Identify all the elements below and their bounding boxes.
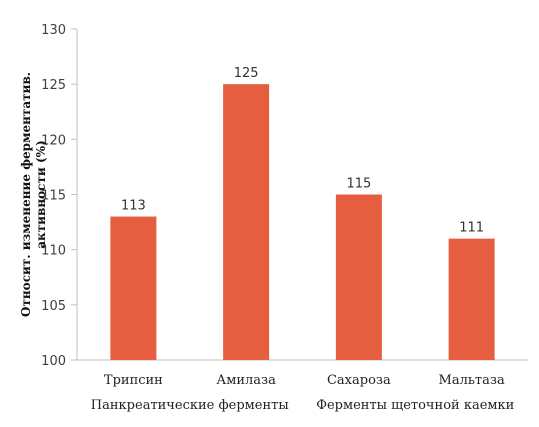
group-label: Ферменты щеточной каемки — [316, 398, 514, 413]
y-axis-ticks: 100 105 110 115 120 125 130 — [41, 23, 77, 369]
data-label: 113 — [121, 199, 146, 214]
data-label: 111 — [459, 221, 484, 236]
category-label: Амилаза — [216, 373, 276, 388]
group-label: Панкреатические ферменты — [91, 398, 289, 413]
data-labels-layer: 113 125 115 111 — [121, 66, 484, 235]
y-axis-title: Относит. изменение ферментатив.активност… — [19, 72, 48, 317]
category-label: Мальтаза — [439, 373, 505, 388]
y-tick-label: 105 — [41, 299, 66, 314]
data-label: 125 — [234, 66, 259, 81]
category-label: Сахароза — [327, 373, 391, 388]
bars-layer — [110, 84, 495, 361]
category-label: Трипсин — [104, 373, 163, 388]
y-tick-label: 125 — [41, 78, 66, 93]
bar-1 — [110, 216, 157, 360]
y-tick-label: 130 — [41, 23, 66, 38]
category-labels-layer: Трипсин Амилаза Сахароза Мальтаза — [104, 373, 505, 388]
y-tick-label: 100 — [41, 354, 66, 369]
bar-4 — [448, 238, 495, 360]
data-label: 115 — [346, 177, 371, 192]
bar-2 — [223, 84, 270, 361]
y-axis-title-line: активности (%) — [34, 140, 48, 248]
y-axis-title-line: Относит. изменение ферментатив. — [19, 72, 33, 317]
y-tick-label: 110 — [41, 244, 66, 259]
group-labels-layer: Панкреатические ферменты Ферменты щеточно… — [91, 398, 515, 413]
y-tick-label: 115 — [41, 189, 66, 204]
y-tick-label: 120 — [41, 133, 66, 148]
bar-3 — [335, 194, 382, 360]
